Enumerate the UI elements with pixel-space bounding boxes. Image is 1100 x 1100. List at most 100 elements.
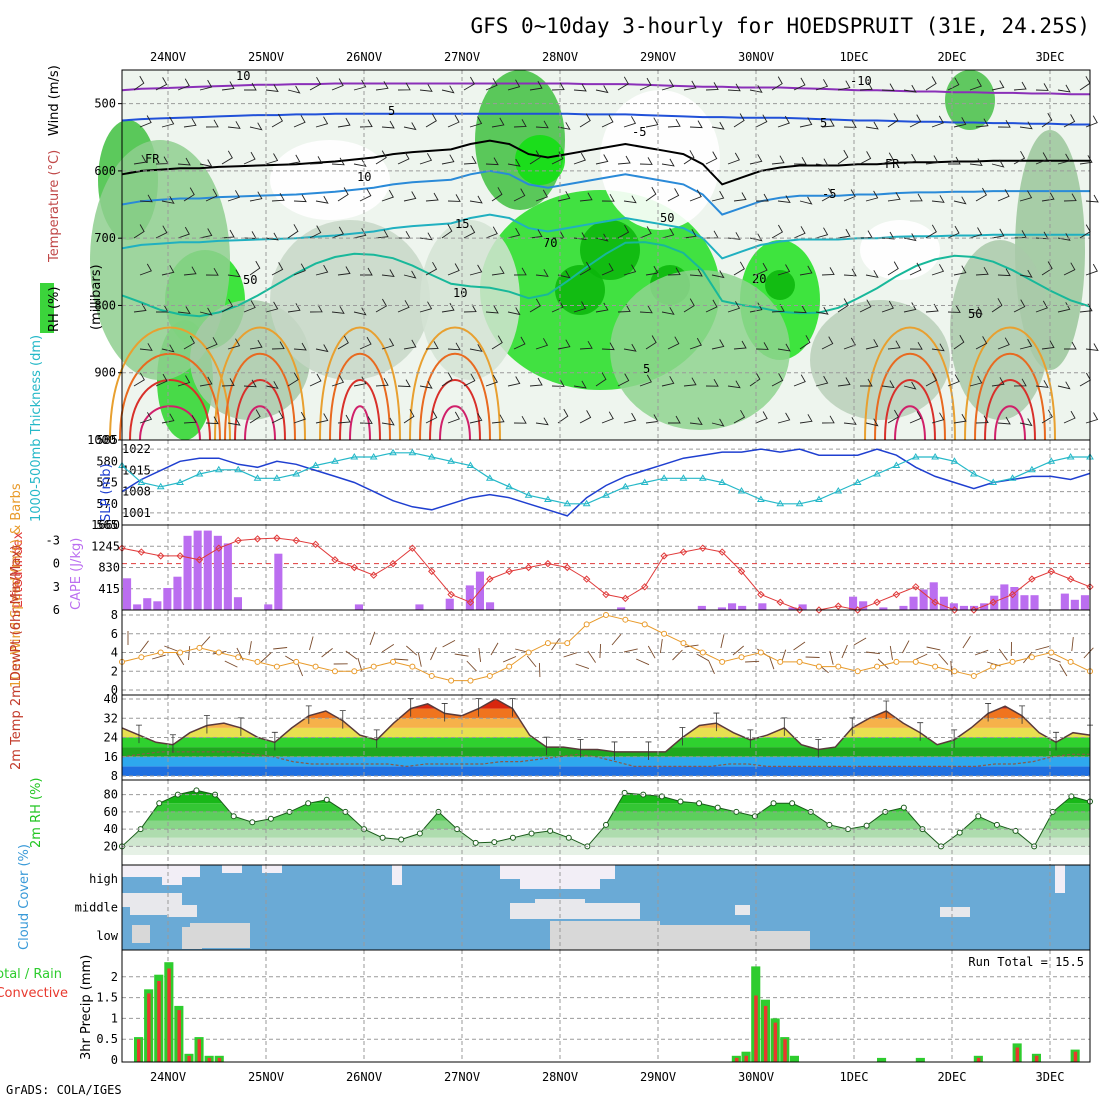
upper-wind-barb (221, 229, 235, 239)
upper-wind-barb (749, 154, 763, 165)
upper-wind-barb (623, 343, 637, 352)
cloud-high-patch (180, 865, 200, 877)
cape-bar (970, 605, 979, 610)
upper-wind-barb (865, 339, 879, 350)
surface-wind-barb (902, 640, 910, 654)
upper-wind-barb (777, 412, 791, 424)
precip-conv-bar (1073, 1051, 1078, 1062)
surface-wind-barb (466, 660, 477, 672)
wind-speed-marker (390, 658, 397, 665)
upper-wind-barb (375, 150, 387, 165)
upper-wind-barb (139, 343, 153, 351)
date-label-bottom: 28NOV (542, 1070, 578, 1084)
upper-wind-barb (309, 373, 322, 387)
upper-wind-barb (331, 306, 345, 314)
upper-wind-barb (595, 85, 609, 94)
upper-wind-barb (199, 307, 213, 316)
upper-wind-barb (903, 381, 917, 390)
wind-speed-marker (777, 658, 784, 665)
upper-wind-barb (155, 77, 168, 91)
upper-wind-barb (711, 121, 725, 130)
upper-wind-barb (639, 305, 653, 314)
surface-wind-barb (793, 641, 806, 651)
upper-wind-barb (1063, 262, 1076, 276)
upper-wind-barb (733, 261, 745, 276)
surface-wind-barb (381, 644, 395, 653)
wind-speed-marker (874, 663, 881, 670)
surface-wind-barb (152, 654, 166, 660)
precip-total-bar (915, 1057, 925, 1062)
upper-wind-barb (133, 154, 147, 165)
upper-wind-barb (447, 263, 460, 276)
upper-wind-barb (1013, 378, 1027, 387)
date-label-bottom: 27NOV (444, 1070, 480, 1084)
upper-wind-barb (161, 116, 175, 128)
upper-wind-barb (865, 121, 879, 130)
rh-marker (230, 813, 237, 820)
upper-wind-barb (595, 233, 609, 242)
cape-bar (697, 605, 706, 610)
wind-speed-marker (544, 640, 551, 647)
upper-wind-barb (991, 80, 1005, 91)
upper-wind-barb (419, 84, 433, 92)
lifted-index-marker (137, 548, 146, 556)
lifted-index-marker (699, 544, 707, 552)
upper-wind-barb (183, 335, 196, 350)
upper-wind-barb (353, 159, 367, 167)
isotherm-label: -10 (850, 74, 872, 88)
upper-wind-barb (1057, 381, 1071, 390)
lifted-index-marker (718, 548, 726, 556)
upper-wind-barb (755, 262, 768, 276)
wind-speed-marker (525, 649, 532, 656)
upper-wind-barb (199, 159, 213, 168)
upper-wind-barb (331, 78, 344, 91)
upper-wind-barb (969, 158, 983, 167)
lifted-index-marker (311, 540, 320, 549)
rh-marker (789, 800, 796, 807)
upper-wind-barb (617, 76, 629, 91)
surface-wind-barb (998, 648, 1008, 661)
upper-wind-barb (381, 338, 395, 350)
upper-wind-barb (1063, 114, 1076, 128)
upper-wind-barb (183, 266, 197, 276)
rh-marker (565, 834, 572, 841)
minmax-whisker (237, 717, 244, 736)
upper-wind-barb (881, 83, 895, 92)
surface-wind-barb (926, 646, 941, 651)
upper-wind-barb (133, 224, 145, 239)
upper-wind-barb (403, 270, 417, 279)
upper-wind-barb (513, 415, 527, 424)
rh-shading (420, 220, 520, 380)
upper-wind-barb (727, 301, 741, 313)
upper-wind-barb (1041, 409, 1053, 424)
upper-wind-barb (579, 113, 591, 128)
upper-wind-barb (859, 81, 873, 91)
rh-dry-area (270, 140, 390, 220)
upper-wind-barb (535, 269, 549, 277)
thickness-marker (369, 453, 378, 460)
warm-isotherm (319, 326, 401, 441)
cape-bar (959, 605, 968, 610)
thickness-marker (563, 499, 572, 507)
surface-wind-barb (139, 640, 149, 653)
upper-wind-barb (469, 116, 483, 128)
upper-wind-barb (947, 77, 960, 91)
upper-wind-barb (507, 227, 521, 239)
rh-contour-label: 50 (968, 307, 982, 321)
warm-isotherm (109, 326, 231, 441)
y-axis-label-precip: 3hr Precip (mm) (79, 955, 94, 1060)
cape-bar (990, 595, 999, 610)
upper-wind-barb (1057, 84, 1071, 93)
wind-speed-marker (312, 663, 319, 670)
upper-wind-barb (293, 115, 306, 128)
cape-bar (758, 603, 767, 610)
y-axis-label-temp: 2m Temp 2m DewPt (6hr Min/Max) (9, 545, 24, 770)
upper-wind-barb (925, 303, 939, 313)
warm-isotherm (214, 326, 306, 441)
surface-wind-barb (708, 660, 715, 674)
upper-wind-barb (315, 116, 329, 128)
upper-wind-barb (793, 156, 807, 165)
y-tick-label: 80 (104, 788, 118, 802)
upper-wind-barb (1019, 121, 1033, 130)
